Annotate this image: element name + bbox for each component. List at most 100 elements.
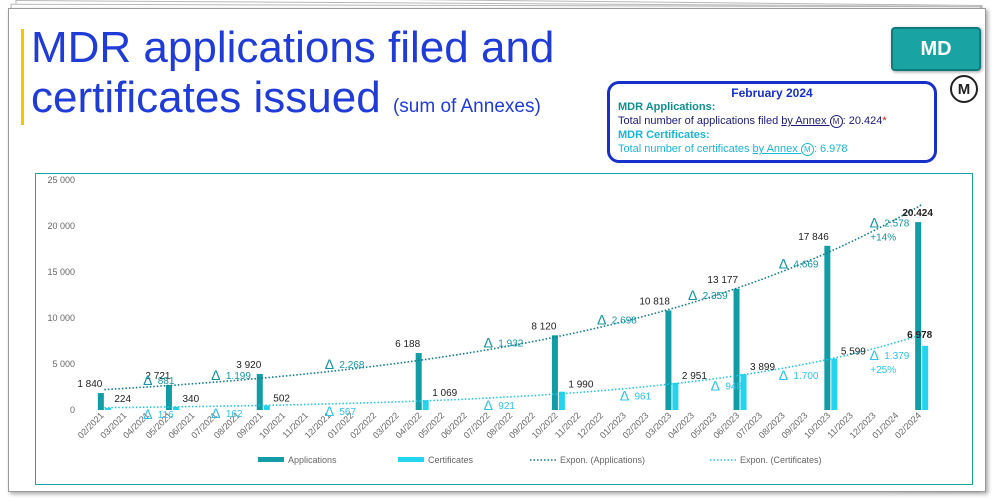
delta-icon: Δ — [484, 397, 493, 413]
bar-certificates — [922, 345, 929, 410]
bar-certificates — [172, 406, 179, 410]
delta-label-applications: 2.268 — [339, 360, 364, 371]
bar-applications — [97, 393, 104, 410]
page-title: MDR applications filed and certificates … — [31, 23, 554, 132]
delta-label-applications: 2.578 — [884, 218, 909, 229]
data-label-certificates: 224 — [114, 394, 131, 405]
trendline-certificates — [104, 333, 922, 409]
bar-applications — [915, 222, 922, 410]
circled-m-mini-icon-2: M — [800, 142, 814, 156]
circled-m-icon: M — [950, 75, 978, 103]
y-tick-label: 10 000 — [47, 313, 75, 323]
y-tick-label: 5 000 — [52, 359, 75, 369]
delta-label-certificates: 921 — [498, 401, 515, 412]
delta-icon: Δ — [597, 311, 606, 327]
bar-applications — [824, 245, 831, 410]
delta-icon: Δ — [325, 356, 334, 372]
bar-certificates — [740, 374, 747, 410]
delta-icon: Δ — [870, 214, 879, 230]
y-tick-label: 15 000 — [47, 267, 75, 277]
bar-certificates — [672, 382, 679, 410]
legend-label: Expon. (Certificates) — [740, 455, 822, 465]
data-label-certificates: 2 951 — [682, 371, 707, 382]
data-label-applications: 10 818 — [639, 296, 670, 307]
delta-label-certificates: 1.379 — [884, 351, 909, 362]
delta-label-applications: 881 — [158, 376, 175, 387]
y-tick-label: 25 000 — [47, 175, 75, 185]
delta-label-certificates: 567 — [339, 407, 356, 418]
delta-icon: Δ — [143, 372, 152, 388]
legend-label: Certificates — [428, 455, 474, 465]
infobox-certs-link[interactable]: by Annex — [752, 143, 801, 155]
infobox-certs-value: : 6.978 — [813, 143, 848, 155]
summary-infobox: February 2024 MDR Applications: Total nu… — [607, 81, 937, 163]
data-label-applications: 6 188 — [395, 339, 420, 350]
infobox-apps-link[interactable]: by Annex — [781, 115, 830, 127]
bar-certificates — [831, 358, 838, 410]
bar-applications — [551, 335, 558, 410]
delta-icon: Δ — [325, 403, 334, 419]
infobox-apps-prefix: Total number of applications filed — [618, 115, 782, 127]
title-line-1: MDR applications filed and — [31, 23, 555, 72]
legend-label: Applications — [288, 455, 337, 465]
delta-icon: Δ — [870, 347, 879, 363]
data-label-applications: 1 840 — [77, 379, 102, 390]
delta-icon: Δ — [711, 377, 720, 393]
infobox-certs-header: MDR Certificates: — [618, 129, 710, 141]
delta-label-certificates: 162 — [226, 409, 243, 420]
bar-certificates — [422, 400, 429, 410]
md-badge-button[interactable]: MD — [891, 27, 981, 71]
title-line-2-text: certificates issued — [31, 73, 381, 122]
delta-icon: Δ — [620, 387, 629, 403]
delta-icon: Δ — [211, 367, 220, 383]
delta-label-certificates: 948 — [725, 381, 742, 392]
bar-applications — [256, 373, 263, 410]
data-label-certificates: 5 599 — [841, 346, 866, 357]
title-accent-bar — [21, 29, 24, 125]
data-label-certificates: 340 — [182, 394, 199, 405]
data-label-certificates: 3 899 — [750, 362, 775, 373]
delta-label-applications: 2.359 — [703, 291, 728, 302]
title-line-2: certificates issued (sum of Annexes) — [31, 73, 554, 132]
infobox-heading: February 2024 — [731, 86, 813, 100]
bar-certificates — [558, 391, 565, 410]
delta-icon: Δ — [688, 287, 697, 303]
bar-applications — [165, 384, 172, 410]
legend-label: Expon. (Applications) — [560, 455, 645, 465]
data-label-certificates: 6 978 — [907, 330, 932, 341]
infobox-apps-value: : 20.424 — [842, 115, 883, 127]
infobox-certs-line: Total number of certificates by Annex M:… — [618, 142, 926, 156]
bar-certificates — [263, 405, 270, 410]
infobox-apps-line: Total number of applications filed by An… — [618, 114, 926, 128]
data-label-applications: 8 120 — [531, 321, 556, 332]
delta-label-applications: 1.932 — [498, 338, 523, 349]
bar-applications — [665, 310, 672, 410]
delta-percent-certificates: +25% — [870, 365, 896, 376]
y-tick-label: 0 — [70, 405, 75, 415]
delta-label-applications: 2.698 — [612, 315, 637, 326]
delta-percent-applications: +14% — [870, 232, 896, 243]
delta-label-applications: 4.669 — [793, 259, 818, 270]
data-label-applications: 2 721 — [145, 371, 170, 382]
delta-label-certificates: 116 — [158, 410, 174, 421]
data-label-applications: 20.424 — [902, 208, 933, 219]
infobox-apps-star: * — [882, 115, 887, 127]
infobox-certs-prefix: Total number of certificates — [618, 143, 753, 155]
legend-swatch — [258, 457, 284, 462]
circled-m-mini-icon: M — [829, 114, 843, 128]
data-label-certificates: 502 — [273, 393, 290, 404]
delta-label-certificates: 1.700 — [793, 371, 818, 382]
data-label-certificates: 1 069 — [432, 388, 457, 399]
delta-label-certificates: 961 — [635, 391, 652, 402]
infobox-apps-header: MDR Applications: — [618, 101, 716, 113]
legend-swatch — [398, 457, 424, 462]
trendline-applications — [104, 204, 923, 391]
bar-applications — [415, 353, 422, 410]
bar-applications — [733, 288, 740, 410]
y-tick-label: 20 000 — [47, 221, 75, 231]
delta-icon: Δ — [779, 367, 788, 383]
data-label-certificates: 1 990 — [568, 380, 593, 391]
data-label-applications: 13 177 — [707, 275, 738, 286]
